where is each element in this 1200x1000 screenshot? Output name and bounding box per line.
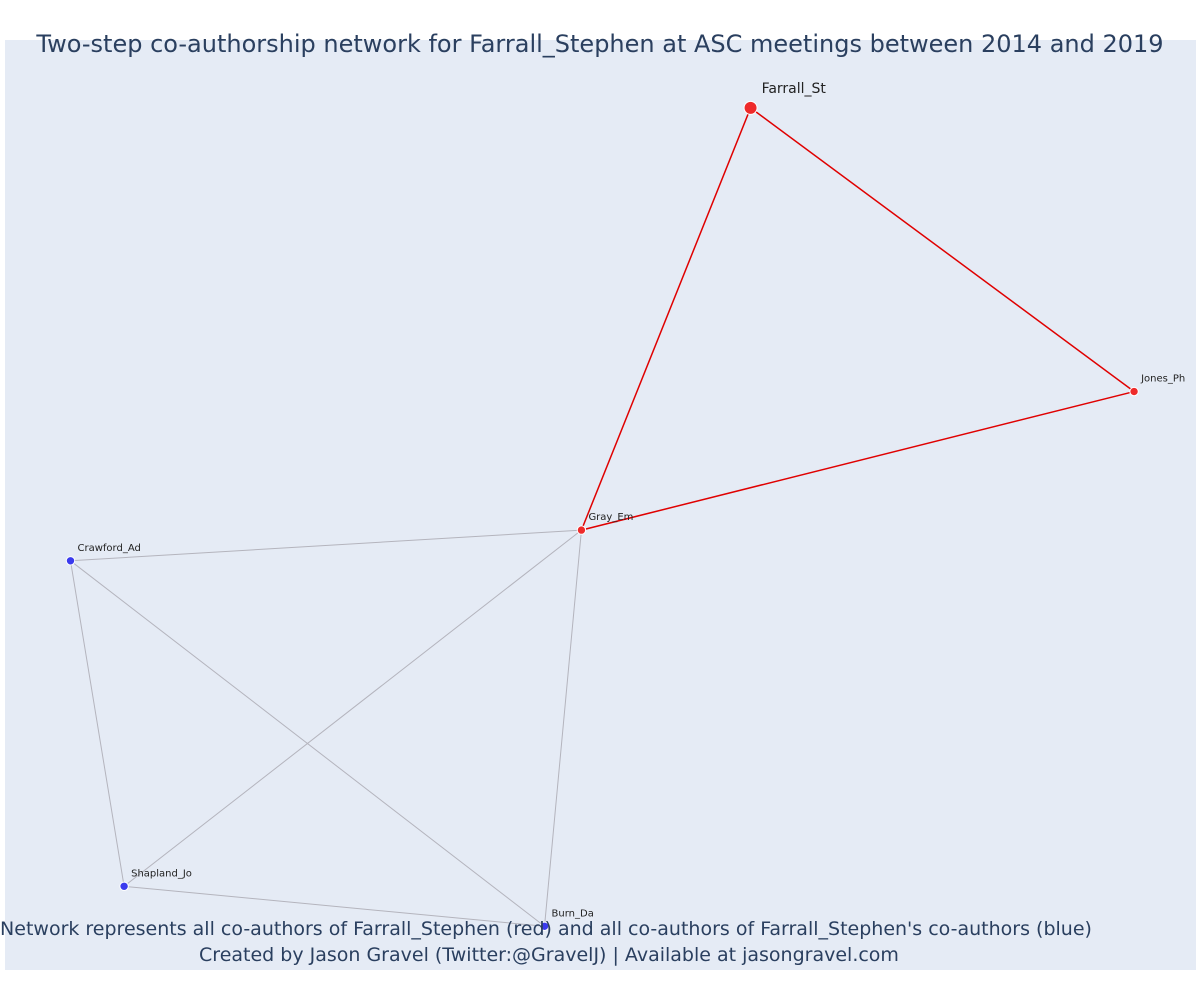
caption-credit: Created by Jason Gravel (Twitter:@Gravel… <box>199 944 899 966</box>
plot-area: Farrall_St Jones_Ph Gray_Em Crawford_Ad Shap… <box>5 40 1196 970</box>
node-label-Farrall_St: Farrall_St <box>762 81 827 97</box>
caption-network-description: Network represents all co-authors of Far… <box>0 918 1092 940</box>
edge-Crawford_Ad-Shapland_Jo <box>70 560 125 887</box>
chart-title: Two-step co-authorship network for Farra… <box>36 30 1164 58</box>
edge-Jones_Ph-Gray_Em <box>581 390 1135 531</box>
edge-Farrall_St-Gray_Em <box>580 107 752 531</box>
edge-Crawford_Ad-Burn_Da <box>70 560 545 927</box>
node-Burn_Da[interactable] <box>539 921 550 931</box>
edges-layer <box>70 107 1135 927</box>
node-label-Crawford_Ad: Crawford_Ad <box>78 543 141 554</box>
node-Crawford_Ad[interactable] <box>65 556 76 566</box>
labels-layer: Farrall_St Jones_Ph Gray_Em Crawford_Ad Shap… <box>78 81 1186 919</box>
edge-Farrall_St-Jones_Ph <box>750 107 1135 393</box>
edge-Gray_Em-Shapland_Jo <box>123 529 582 887</box>
nodes-layer <box>65 100 1139 931</box>
edge-Gray_Em-Burn_Da <box>544 530 582 927</box>
node-Jones_Ph[interactable] <box>1129 386 1139 397</box>
network-graph: Farrall_St Jones_Ph Gray_Em Crawford_Ad Shap… <box>65 81 1186 931</box>
node-label-Shapland_Jo: Shapland_Jo <box>131 868 192 879</box>
edge-Shapland_Jo-Burn_Da <box>124 885 545 927</box>
node-Shapland_Jo[interactable] <box>119 881 129 891</box>
node-label-Burn_Da: Burn_Da <box>552 908 594 919</box>
node-label-Jones_Ph: Jones_Ph <box>1140 374 1185 385</box>
node-Farrall_St[interactable] <box>743 100 758 115</box>
node-label-Gray_Em: Gray_Em <box>588 512 633 523</box>
edge-Gray_Em-Crawford_Ad <box>70 529 582 562</box>
node-Gray_Em[interactable] <box>576 525 587 535</box>
